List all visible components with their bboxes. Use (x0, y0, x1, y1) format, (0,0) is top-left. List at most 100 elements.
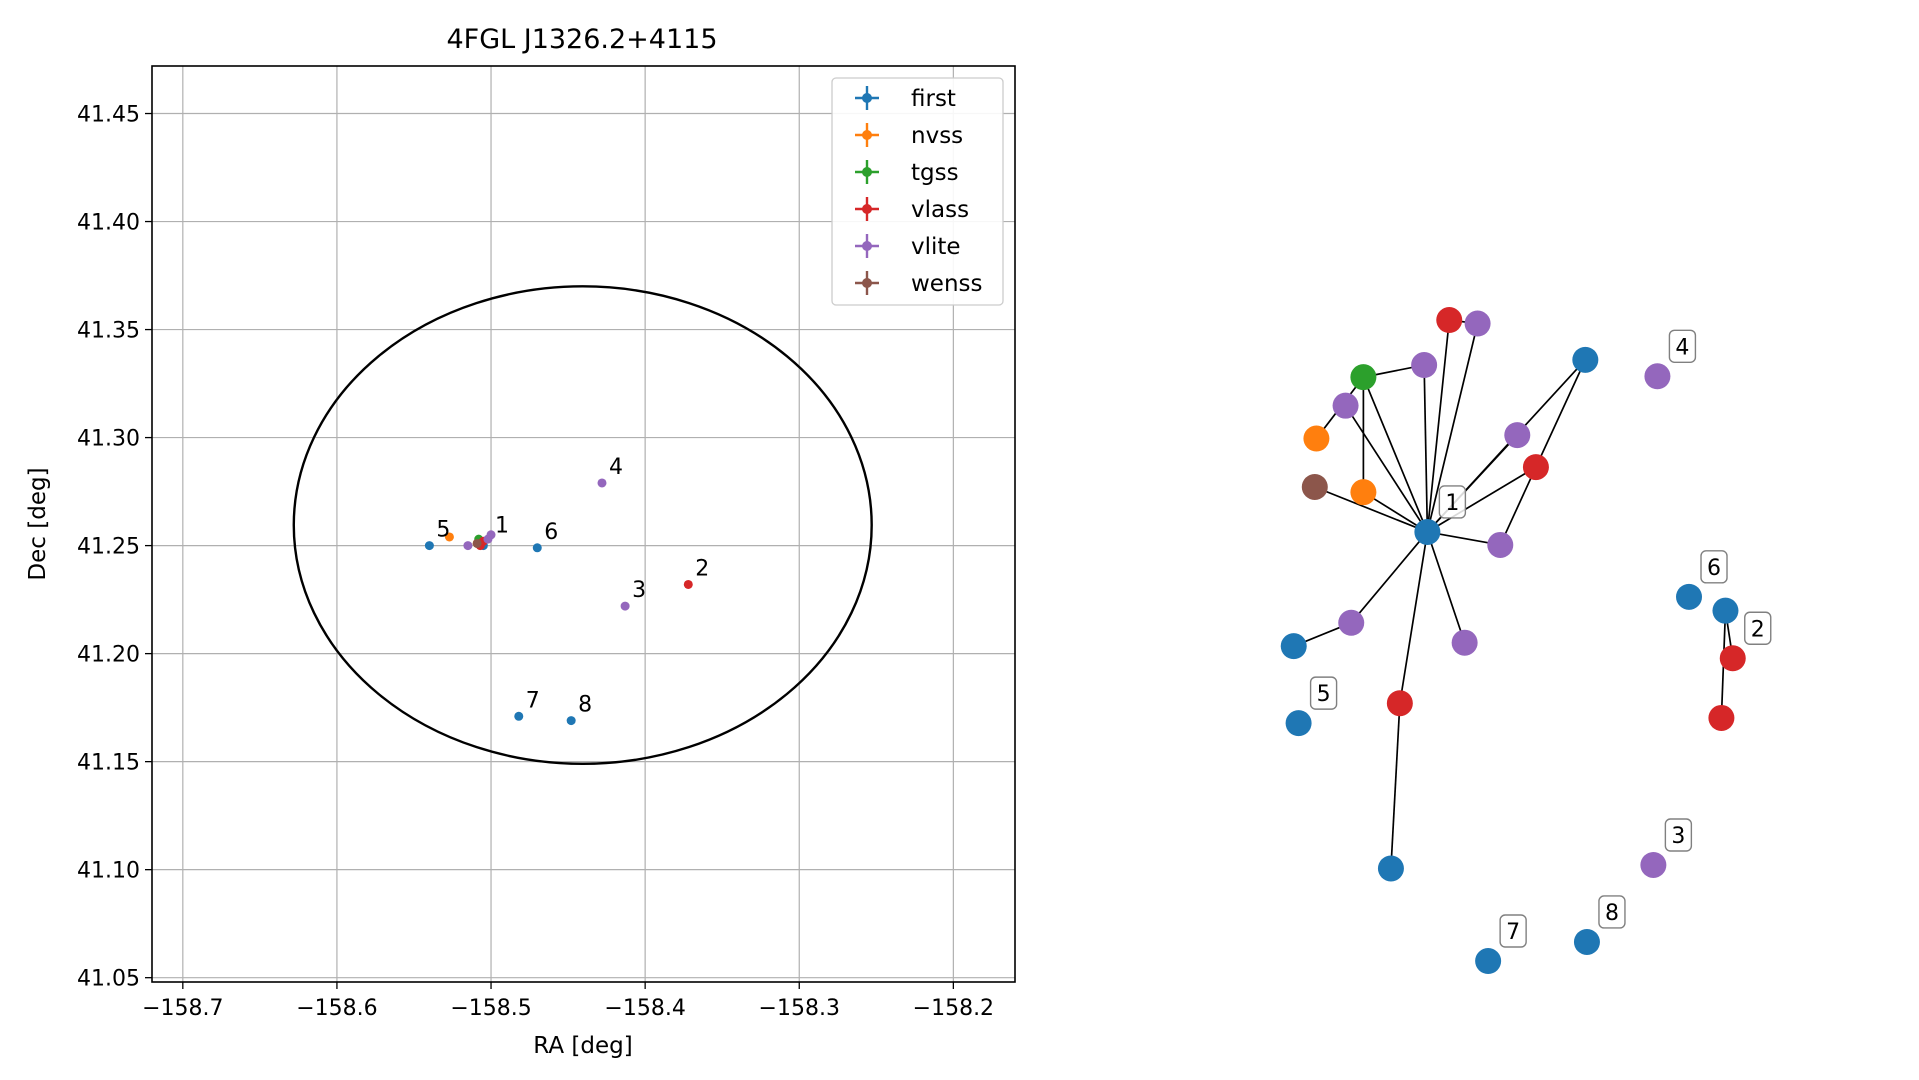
graph-edge (1314, 486, 1428, 533)
graph-edge (1390, 703, 1401, 869)
y-tick-label: 41.40 (77, 211, 140, 236)
x-tick-label: −158.7 (142, 996, 223, 1021)
node-label-box (1664, 818, 1693, 852)
y-tick-label: 41.20 (77, 643, 140, 668)
node-label-box (1438, 485, 1467, 519)
point-label: 3 (632, 578, 646, 603)
graph-edge (1423, 365, 1429, 532)
graph-node (1338, 609, 1365, 636)
point-first (424, 541, 434, 551)
legend: first nvss tgss vlass vlite wenss (831, 77, 1004, 306)
graph-edge (1344, 405, 1429, 533)
graph-node (1377, 855, 1404, 882)
point-vlite (597, 478, 607, 488)
node-label: 1 (1445, 491, 1459, 516)
point-label: 4 (609, 455, 623, 480)
y-tick-label: 41.05 (77, 967, 140, 992)
ellipse-layer (292, 285, 873, 766)
x-tick-label: −158.3 (759, 996, 840, 1021)
graph-node (1522, 454, 1549, 481)
graph-node (1676, 583, 1703, 610)
graph-edge (1499, 466, 1537, 546)
graph-node (1414, 518, 1441, 545)
x-axis-label: RA [deg] (533, 1033, 632, 1059)
point-vlass (683, 579, 693, 589)
graph-node (1350, 364, 1377, 391)
graph-edge (1426, 319, 1451, 533)
graph-node (1487, 531, 1514, 558)
graph-node (1475, 948, 1502, 975)
legend-marker-dot (862, 241, 872, 251)
node-label: 4 (1675, 335, 1689, 360)
chart-title: 4FGL J1326.2+4115 (446, 24, 717, 55)
graph-node (1712, 597, 1739, 624)
legend-marker-dot (862, 204, 872, 214)
graph-node (1451, 629, 1478, 656)
legend-items: first nvss tgss vlass vlite wenss (855, 86, 983, 297)
node-label: 3 (1671, 824, 1685, 849)
legend-marker-dot (862, 130, 872, 140)
node-label-box (1668, 329, 1697, 363)
node-label: 7 (1506, 920, 1520, 945)
graph-node (1504, 422, 1531, 449)
y-tick-label: 41.30 (77, 427, 140, 452)
point-label: 7 (526, 688, 540, 713)
node-label-box (1499, 914, 1527, 948)
graph-node (1280, 633, 1307, 660)
graph-edge (1426, 323, 1479, 533)
node-labels-layer: 1 4 6 2 5 3 7 8 (1309, 329, 1772, 948)
graph-node (1708, 704, 1735, 731)
node-label-box (1598, 895, 1626, 929)
point-first (514, 711, 524, 721)
graph-edge (1350, 531, 1429, 624)
graph-edge (1426, 531, 1466, 643)
x-tick-label: −158.6 (296, 996, 377, 1021)
point-labels-layer: 1 2 3 4 5 6 7 8 (436, 455, 709, 718)
graph-node (1573, 928, 1600, 955)
graph-node (1644, 363, 1671, 390)
y-tick-label: 41.35 (77, 319, 140, 344)
graph-node (1436, 307, 1463, 334)
nodes-layer (1280, 307, 1746, 975)
point-first (566, 716, 576, 726)
point-vlite (486, 530, 496, 540)
graph-node (1464, 310, 1491, 337)
legend-marker-dot (862, 167, 872, 177)
graph-node (1719, 645, 1746, 672)
graph-node (1411, 352, 1438, 379)
edges-layer (1293, 319, 1734, 869)
point-label: 6 (544, 520, 558, 545)
point-nvss (444, 532, 454, 542)
legend-label-wenss: wenss (911, 271, 983, 297)
node-label-box (1309, 676, 1338, 710)
y-axis-label: Dec [deg] (25, 467, 51, 580)
legend-label-tgss: tgss (911, 160, 959, 186)
point-label: 5 (436, 518, 450, 543)
graph-node (1350, 479, 1377, 506)
legend-marker-dot (862, 278, 872, 288)
points-layer (424, 478, 693, 726)
point-wenss (472, 538, 482, 548)
graph-node (1303, 425, 1330, 452)
legend-label-vlite: vlite (911, 234, 961, 260)
graph-node (1301, 473, 1328, 500)
scatter-chart: 4FGL J1326.2+4115 1 2 3 4 5 6 7 8 −158.7 −158.6 −… (25, 24, 1016, 1059)
y-tick-label: 41.15 (77, 751, 140, 776)
node-label: 2 (1751, 617, 1765, 642)
y-tick-label: 41.10 (77, 859, 140, 884)
graph-node (1386, 690, 1413, 717)
node-label: 5 (1317, 682, 1331, 707)
point-label: 8 (578, 693, 592, 718)
point-first (532, 543, 542, 553)
error-ellipse (292, 285, 873, 766)
graph-edge (1362, 376, 1429, 533)
point-label: 1 (495, 513, 509, 538)
point-vlite (463, 541, 473, 551)
graph-edge (1399, 531, 1429, 704)
ticks-layer: −158.7 −158.6 −158.5 −158.4 −158.3 −158.2 41.0… (77, 103, 994, 1021)
node-label: 8 (1605, 901, 1619, 926)
y-tick-label: 41.25 (77, 535, 140, 560)
x-tick-label: −158.4 (604, 996, 685, 1021)
point-label: 2 (695, 556, 709, 581)
